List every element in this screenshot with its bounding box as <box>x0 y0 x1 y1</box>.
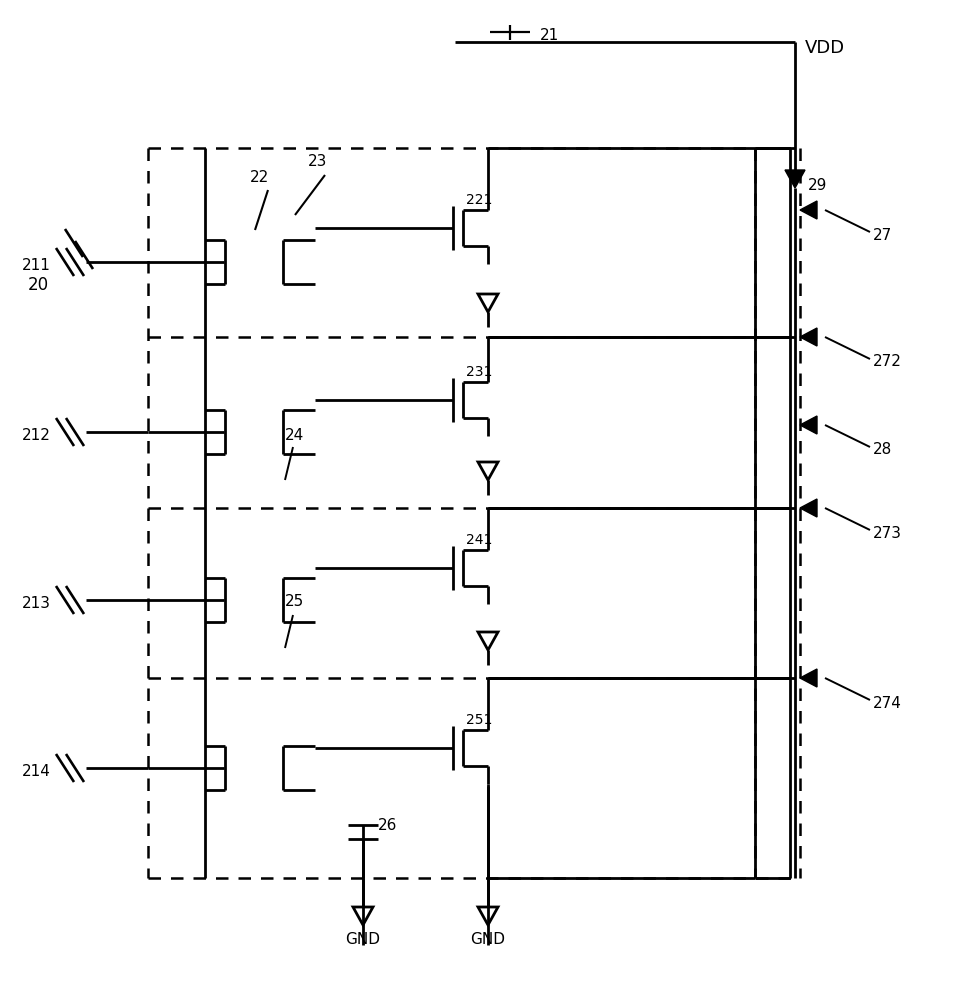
Text: 26: 26 <box>378 818 397 832</box>
Polygon shape <box>800 499 817 517</box>
Text: 212: 212 <box>22 428 51 444</box>
Text: 274: 274 <box>873 696 902 710</box>
Text: 20: 20 <box>28 276 49 294</box>
Text: 27: 27 <box>873 228 892 242</box>
Text: 231: 231 <box>466 365 493 379</box>
Text: 213: 213 <box>22 596 51 611</box>
Polygon shape <box>785 170 805 188</box>
Text: 221: 221 <box>466 193 493 207</box>
Text: 28: 28 <box>873 442 892 458</box>
Polygon shape <box>800 201 817 219</box>
Text: 24: 24 <box>285 428 305 442</box>
Text: 273: 273 <box>873 526 902 540</box>
Text: 23: 23 <box>308 154 328 169</box>
Text: 251: 251 <box>466 713 493 727</box>
Text: 29: 29 <box>808 178 827 192</box>
Polygon shape <box>800 328 817 346</box>
Text: VDD: VDD <box>805 39 845 57</box>
Text: 211: 211 <box>22 258 51 273</box>
Text: GND: GND <box>471 932 505 946</box>
Text: 241: 241 <box>466 533 493 547</box>
Text: 214: 214 <box>22 764 51 780</box>
Polygon shape <box>800 669 817 687</box>
Text: GND: GND <box>346 932 380 946</box>
Text: 22: 22 <box>250 170 269 186</box>
Polygon shape <box>800 416 817 434</box>
Text: 21: 21 <box>540 27 560 42</box>
Text: 272: 272 <box>873 355 902 369</box>
Text: 25: 25 <box>285 594 305 609</box>
